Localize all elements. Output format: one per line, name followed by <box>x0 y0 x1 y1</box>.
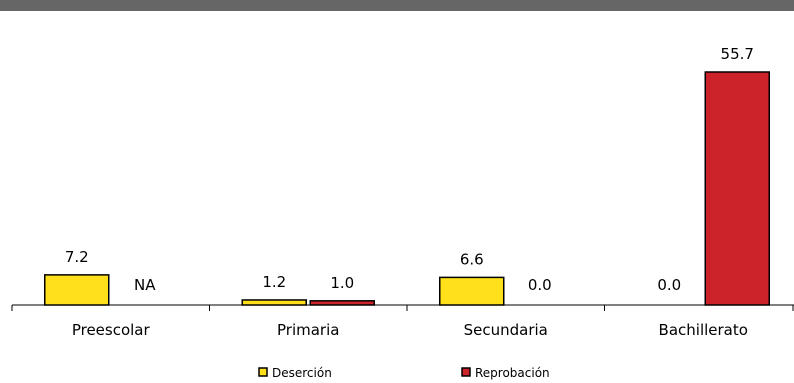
data-label: NA <box>134 276 156 294</box>
legend-label: Deserción <box>272 366 332 380</box>
data-label: 1.2 <box>262 273 286 291</box>
data-label: 1.0 <box>330 274 354 292</box>
data-label: 0.0 <box>528 276 552 294</box>
bar-reprobación <box>309 300 375 306</box>
bar-reprobación <box>704 71 770 306</box>
bar-deserción <box>44 274 110 306</box>
x-tick-label: Preescolar <box>72 321 151 339</box>
bar-deserción <box>439 276 505 306</box>
legend-label: Reprobación <box>475 366 550 380</box>
x-tick-label: Primaria <box>277 321 339 339</box>
x-tick-label: Secundaria <box>464 321 548 339</box>
x-tick-label: Bachillerato <box>659 321 748 339</box>
title-bar <box>0 0 794 11</box>
legend-swatch <box>258 367 268 377</box>
legend-swatch <box>461 367 471 377</box>
data-label: 7.2 <box>65 248 89 266</box>
data-label: 0.0 <box>657 276 681 294</box>
data-label: 6.6 <box>460 250 484 268</box>
data-label: 55.7 <box>721 45 754 63</box>
bar-deserción <box>241 299 307 306</box>
